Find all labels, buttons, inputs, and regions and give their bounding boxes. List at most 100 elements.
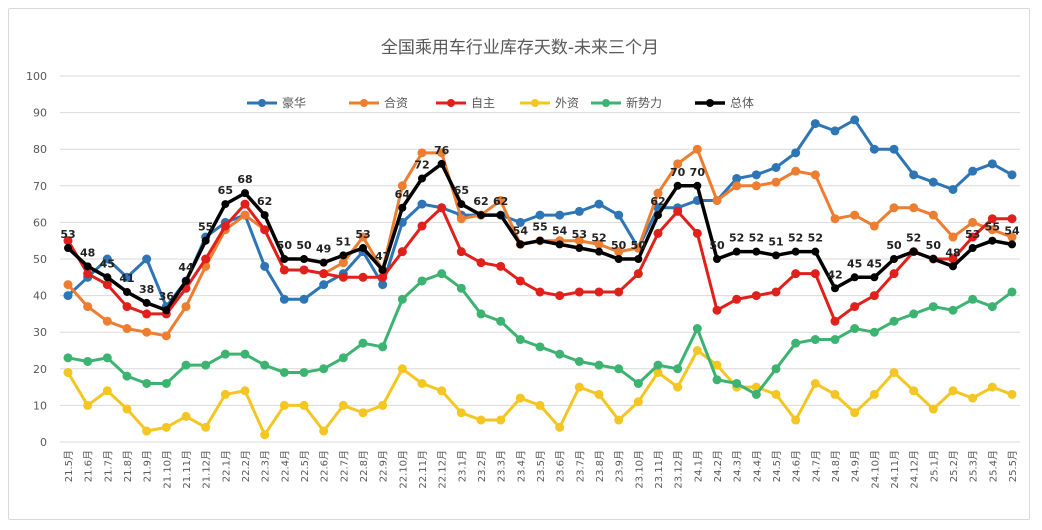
data-point <box>398 203 407 212</box>
x-axis: 21.5月 21.6月 21.7月 21.8月 21.9月 21.10月 21.11月 21.… <box>63 450 1019 489</box>
data-point <box>299 400 309 410</box>
data-point <box>575 244 584 253</box>
legend: 豪华 合资 自主 外资 新势力 总体 <box>247 95 754 110</box>
data-point <box>594 287 604 297</box>
data-point <box>654 211 662 220</box>
data-point <box>987 225 997 235</box>
x-tick-label: 22.4月 <box>279 450 291 482</box>
legend-label: 新势力 <box>626 95 662 110</box>
data-label: 45 <box>100 257 115 270</box>
data-point <box>949 262 957 271</box>
data-point <box>417 148 427 158</box>
data-point <box>496 211 505 220</box>
data-label: 50 <box>709 239 725 252</box>
x-tick-label: 22.3月 <box>260 450 272 482</box>
data-point <box>1007 389 1017 399</box>
data-point <box>850 302 860 312</box>
data-label: 55 <box>985 221 1000 234</box>
legend-item: 合资 <box>349 95 408 110</box>
data-point <box>948 305 958 315</box>
x-tick-label: 23.12月 <box>673 450 685 489</box>
data-point <box>397 364 407 374</box>
data-point <box>220 349 230 359</box>
x-tick-label: 25.4月 <box>987 450 999 482</box>
data-point <box>358 232 368 242</box>
data-label: 52 <box>788 232 803 245</box>
data-point <box>830 389 840 399</box>
data-label: 54 <box>513 224 529 237</box>
data-point <box>574 287 584 297</box>
legend-item: 外资 <box>520 96 579 110</box>
data-point <box>358 408 368 418</box>
data-label: 64 <box>395 188 411 201</box>
data-point <box>1007 170 1017 180</box>
data-point <box>594 360 604 370</box>
data-point <box>869 291 879 301</box>
data-label: 62 <box>650 195 665 208</box>
data-label: 70 <box>690 166 706 179</box>
data-point <box>830 214 840 224</box>
x-tick-label: 24.1月 <box>692 450 704 482</box>
data-point <box>555 422 565 432</box>
chart-title: 全国乘用车行业库存天数-未来三个月 <box>381 38 659 58</box>
legend-swatch-marker <box>447 99 455 107</box>
x-tick-label: 21.12月 <box>201 450 213 489</box>
data-point <box>319 364 329 374</box>
data-label: 65 <box>454 184 469 197</box>
data-point <box>830 335 840 345</box>
x-tick-label: 23.4月 <box>515 450 527 482</box>
data-point <box>555 291 565 301</box>
data-point <box>595 247 603 256</box>
data-point <box>437 159 446 168</box>
data-point <box>1008 240 1016 249</box>
data-point <box>181 360 191 370</box>
data-point <box>515 393 525 403</box>
x-tick-label: 21.6月 <box>83 450 95 482</box>
y-tick-label: 70 <box>33 180 47 193</box>
data-point <box>673 206 683 216</box>
data-point <box>810 378 820 388</box>
data-point <box>555 240 564 249</box>
data-label: 50 <box>631 239 647 252</box>
data-point <box>83 262 92 271</box>
data-label: 41 <box>119 272 134 285</box>
series-2 <box>63 199 1017 326</box>
x-tick-label: 24.6月 <box>791 450 803 482</box>
data-point <box>653 228 663 238</box>
data-label: 51 <box>768 235 783 248</box>
data-point <box>772 251 780 260</box>
data-point <box>771 177 781 187</box>
x-tick-label: 22.12月 <box>437 450 449 489</box>
data-point <box>830 126 840 136</box>
x-tick-label: 23.11月 <box>653 450 665 489</box>
x-tick-label: 23.2月 <box>476 450 488 482</box>
x-tick-label: 21.5月 <box>63 450 75 482</box>
data-point <box>240 210 250 220</box>
data-point <box>220 389 230 399</box>
data-point <box>909 386 919 396</box>
x-tick-label: 24.9月 <box>850 450 862 482</box>
data-label: 50 <box>277 239 293 252</box>
data-point <box>574 382 584 392</box>
x-tick-label: 23.7月 <box>574 450 586 482</box>
data-point <box>358 272 368 282</box>
data-point <box>987 159 997 169</box>
data-label: 52 <box>808 232 823 245</box>
data-point <box>673 364 683 374</box>
x-tick-label: 24.7月 <box>810 450 822 482</box>
data-label: 38 <box>139 283 154 296</box>
x-tick-label: 24.5月 <box>771 450 783 482</box>
data-point <box>240 386 250 396</box>
data-label: 72 <box>414 158 429 171</box>
data-point <box>988 236 997 245</box>
data-point <box>574 356 584 366</box>
data-point <box>338 258 348 268</box>
data-point <box>496 316 506 326</box>
data-point <box>889 367 899 377</box>
data-point <box>142 298 151 307</box>
data-point <box>240 349 250 359</box>
legend-item: 总体 <box>695 96 754 110</box>
data-point <box>338 272 348 282</box>
legend-swatch-marker <box>602 99 610 107</box>
data-point <box>653 360 663 370</box>
